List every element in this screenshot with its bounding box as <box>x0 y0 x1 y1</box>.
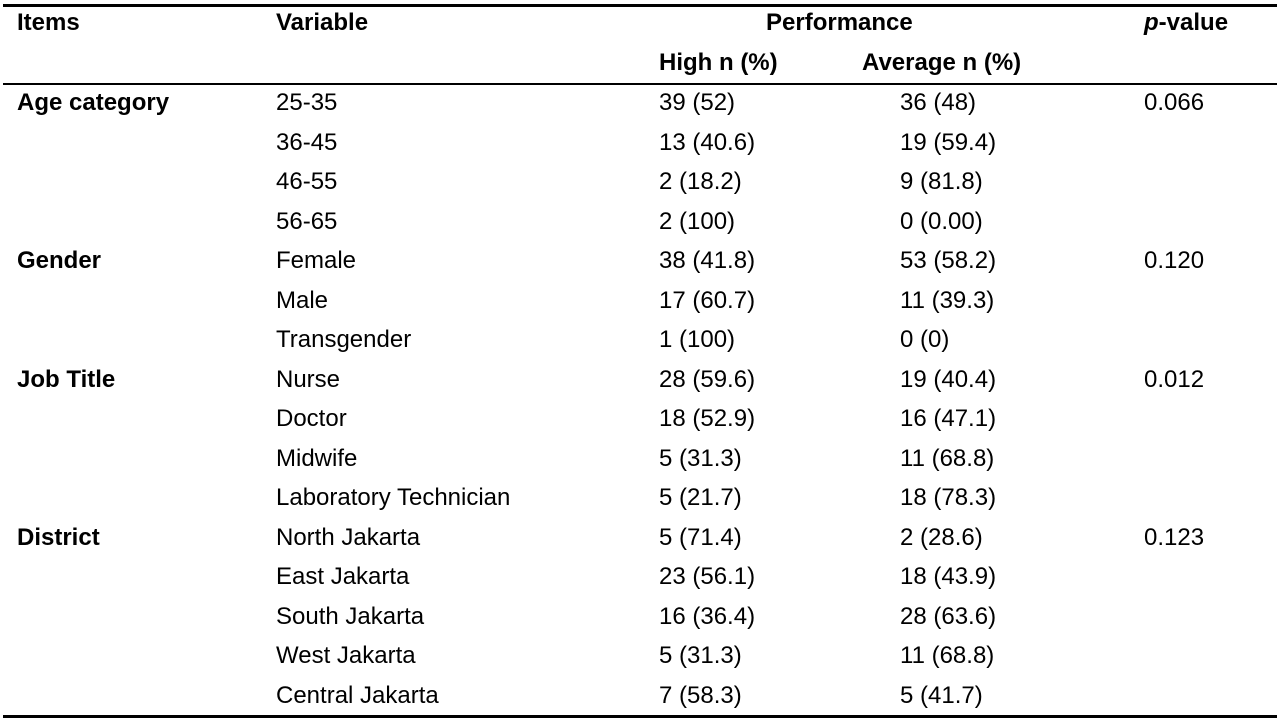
row-high: 1 (100) <box>659 326 736 353</box>
row-average: 2 (28.6) <box>900 524 983 551</box>
row-variable: Male <box>276 287 329 314</box>
row-high: 39 (52) <box>659 89 736 116</box>
row-high: 5 (31.3) <box>659 445 742 472</box>
group-item-label: District <box>17 524 100 551</box>
row-high: 5 (71.4) <box>659 524 742 551</box>
row-high: 2 (18.2) <box>659 168 742 195</box>
row-high: 16 (36.4) <box>659 603 756 630</box>
row-high: 13 (40.6) <box>659 129 756 156</box>
row-high: 5 (21.7) <box>659 484 742 511</box>
table-bottom-rule <box>3 715 1277 718</box>
row-variable: Transgender <box>276 326 412 353</box>
row-average: 19 (59.4) <box>900 129 997 156</box>
group-p-value: 0.012 <box>1144 366 1205 393</box>
group-p-value: 0.120 <box>1144 247 1205 274</box>
header-bottom-rule <box>3 83 1277 85</box>
row-average: 11 (68.8) <box>900 445 995 472</box>
header-high: High n (%) <box>659 49 778 76</box>
group-p-value: 0.066 <box>1144 89 1205 116</box>
row-high: 5 (31.3) <box>659 642 742 669</box>
row-average: 28 (63.6) <box>900 603 997 630</box>
row-variable: North Jakarta <box>276 524 421 551</box>
group-item-label: Gender <box>17 247 102 274</box>
row-high: 18 (52.9) <box>659 405 756 432</box>
row-high: 2 (100) <box>659 208 736 235</box>
row-average: 19 (40.4) <box>900 366 997 393</box>
row-high: 38 (41.8) <box>659 247 756 274</box>
row-average: 0 (0.00) <box>900 208 983 235</box>
header-p-italic: p <box>1144 9 1159 36</box>
table-top-rule <box>3 4 1277 7</box>
row-average: 36 (48) <box>900 89 977 116</box>
row-variable: 25-35 <box>276 89 338 116</box>
row-variable: Female <box>276 247 357 274</box>
row-variable: Laboratory Technician <box>276 484 511 511</box>
row-high: 28 (59.6) <box>659 366 756 393</box>
header-variable: Variable <box>276 9 369 36</box>
row-variable: Central Jakarta <box>276 682 439 709</box>
header-p-rest: -value <box>1158 9 1229 36</box>
row-high: 7 (58.3) <box>659 682 742 709</box>
row-variable: South Jakarta <box>276 603 425 630</box>
row-variable: 46-55 <box>276 168 338 195</box>
row-high: 17 (60.7) <box>659 287 756 314</box>
row-average: 18 (78.3) <box>900 484 997 511</box>
group-item-label: Job Title <box>17 366 116 393</box>
header-average: Average n (%) <box>862 49 1022 76</box>
row-variable: Midwife <box>276 445 358 472</box>
row-average: 9 (81.8) <box>900 168 983 195</box>
row-average: 16 (47.1) <box>900 405 997 432</box>
row-variable: Nurse <box>276 366 341 393</box>
header-items: Items <box>17 9 80 36</box>
row-average: 11 (39.3) <box>900 287 995 314</box>
row-average: 0 (0) <box>900 326 950 353</box>
group-item-label: Age category <box>17 89 170 116</box>
group-p-value: 0.123 <box>1144 524 1205 551</box>
row-variable: West Jakarta <box>276 642 416 669</box>
row-high: 23 (56.1) <box>659 563 756 590</box>
row-average: 5 (41.7) <box>900 682 983 709</box>
row-variable: Doctor <box>276 405 347 432</box>
row-variable: 56-65 <box>276 208 338 235</box>
row-variable: 36-45 <box>276 129 338 156</box>
row-average: 11 (68.8) <box>900 642 995 669</box>
row-average: 53 (58.2) <box>900 247 997 274</box>
header-p-value: p-value <box>1144 9 1228 37</box>
header-performance: Performance <box>766 9 913 36</box>
row-variable: East Jakarta <box>276 563 410 590</box>
row-average: 18 (43.9) <box>900 563 997 590</box>
